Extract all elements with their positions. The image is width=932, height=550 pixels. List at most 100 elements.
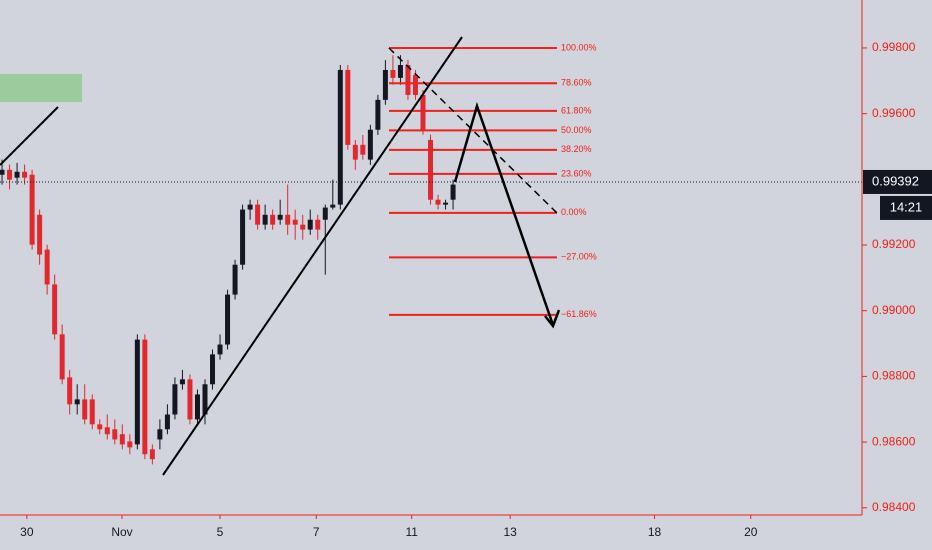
fib-label: 100.00% <box>561 42 597 52</box>
candle-body <box>412 74 418 95</box>
candle-body <box>262 214 268 225</box>
candle-body <box>232 264 238 295</box>
fib-label: −27.00% <box>561 252 597 262</box>
drawings <box>0 36 561 476</box>
candle-body <box>382 69 388 100</box>
trend-line <box>162 36 463 476</box>
candle-body <box>52 284 58 335</box>
candle-body <box>149 449 155 460</box>
candle-body <box>22 171 28 178</box>
y-tick-label: 0.99200 <box>872 237 916 251</box>
y-tick-label: 0.99000 <box>872 303 916 317</box>
x-tick-label: 7 <box>313 525 320 539</box>
fib-label: 61.80% <box>561 105 592 115</box>
candle-body <box>285 214 291 225</box>
candle-body <box>7 169 13 180</box>
candle-body <box>277 214 283 220</box>
fib-label: 38.20% <box>561 144 592 154</box>
candle-body <box>202 384 208 415</box>
last-price-label: 0.99392 <box>872 173 919 188</box>
arrow-head <box>544 309 561 329</box>
candle-body <box>292 219 298 225</box>
fib-label: −61.86% <box>561 309 597 319</box>
candle-body <box>255 204 261 225</box>
candle-body <box>74 399 80 405</box>
fib-label: 0.00% <box>561 207 587 217</box>
y-tick-label: 0.98400 <box>872 500 916 514</box>
x-tick-label: 30 <box>20 525 34 539</box>
candle-body <box>210 354 216 385</box>
candle-body <box>142 339 148 455</box>
y-tick-label: 0.99800 <box>872 40 916 54</box>
candle-body <box>134 339 140 445</box>
candle-body <box>187 379 193 420</box>
x-tick-label: 20 <box>744 525 758 539</box>
candle-body <box>330 204 336 208</box>
candle-body <box>397 65 403 78</box>
fib-label: 23.60% <box>561 168 592 178</box>
candle-body <box>179 379 185 385</box>
candle-body <box>97 424 103 430</box>
y-tick-label: 0.98600 <box>872 434 916 448</box>
candle-body <box>194 394 200 420</box>
candle-body <box>428 139 434 200</box>
candle-body <box>300 224 306 230</box>
candle-body <box>217 344 223 355</box>
candle-body <box>270 214 276 225</box>
x-tick-label: 13 <box>504 525 518 539</box>
candle-body <box>112 429 118 440</box>
zone-box <box>0 74 82 102</box>
countdown-box <box>880 195 932 220</box>
candle-body <box>37 214 43 255</box>
candle-body <box>420 94 426 130</box>
last-price-box <box>863 169 932 194</box>
candle-body <box>315 219 321 230</box>
candle-body <box>225 294 231 345</box>
candle-body <box>322 207 328 220</box>
x-tick-label: Nov <box>111 525 132 539</box>
candle-body <box>390 69 396 78</box>
candle-body <box>367 129 373 160</box>
candle-body <box>164 414 170 430</box>
candle-body <box>345 69 351 145</box>
x-tick-label: 18 <box>648 525 662 539</box>
candle-body <box>240 209 246 265</box>
candle-body <box>450 184 456 200</box>
candle-body <box>67 377 73 405</box>
candle-body <box>29 174 35 245</box>
candle-body <box>405 65 411 95</box>
plot-area: 100.00% 78.60% 61.80% 50.00% 38.20% 23.60% 0.0… <box>0 42 862 465</box>
candle-body <box>0 169 5 175</box>
fib-label: 78.60% <box>561 78 592 88</box>
y-tick-label: 0.99600 <box>872 106 916 120</box>
candle-body <box>89 399 95 425</box>
x-tick-label: 11 <box>405 525 418 539</box>
countdown-label: 14:21 <box>890 199 923 214</box>
candle-body <box>119 434 125 445</box>
candle-body <box>44 249 50 285</box>
projection-arrow <box>453 101 555 326</box>
candle-body <box>443 202 449 205</box>
candle-body <box>337 69 343 205</box>
candle-body <box>127 441 133 448</box>
candle-body <box>307 219 313 230</box>
candle-body <box>375 99 381 130</box>
candle-body <box>157 429 163 440</box>
axes: 0.99800 0.99600 0.99200 0.99000 0.98800 0.986… <box>20 40 932 539</box>
y-tick-label: 0.98800 <box>872 369 916 383</box>
candle-body <box>14 171 20 178</box>
trend-line <box>0 106 59 166</box>
fib-label: 50.00% <box>561 125 592 135</box>
candle-body <box>172 384 178 415</box>
candle-body <box>247 204 253 210</box>
candle-body <box>59 334 65 380</box>
fib-trend-line <box>388 47 558 214</box>
candle-body <box>104 427 110 435</box>
candle-body <box>352 144 358 160</box>
candle-body <box>82 399 88 420</box>
candle-body <box>435 199 441 205</box>
x-tick-label: 5 <box>217 525 224 539</box>
candle-body <box>360 144 366 155</box>
